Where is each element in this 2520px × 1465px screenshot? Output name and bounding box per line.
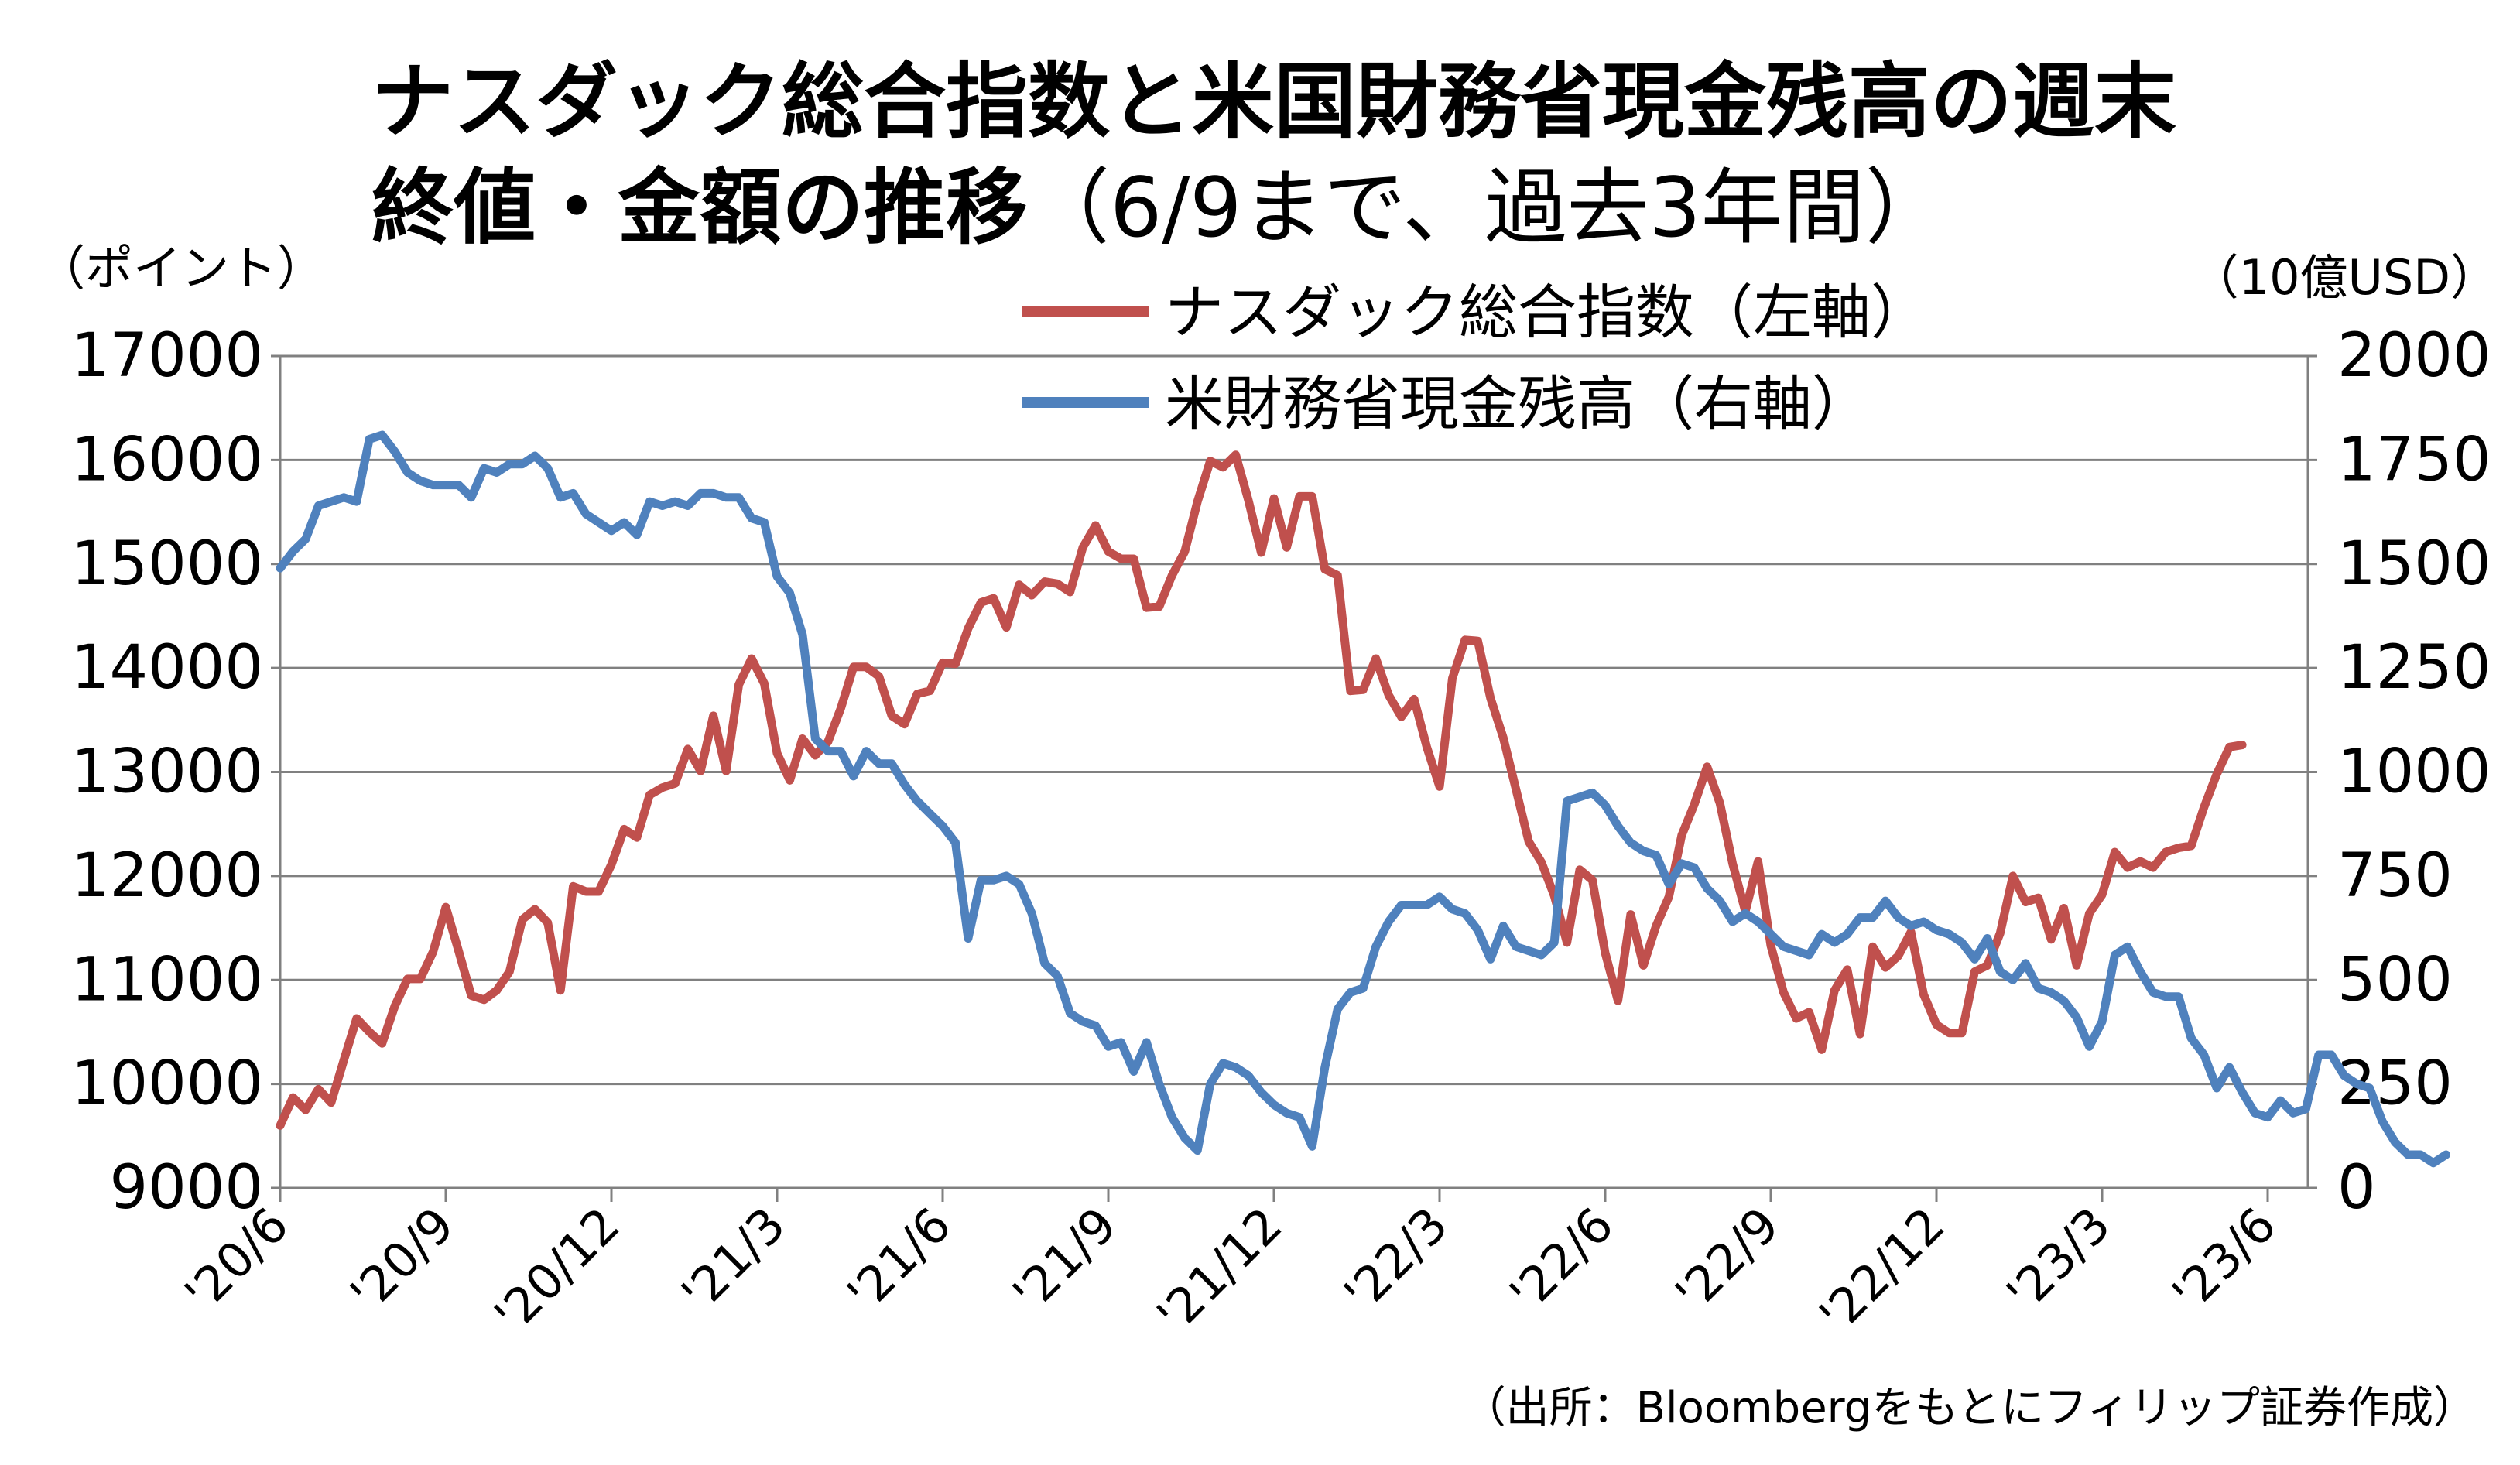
chart-title-line-1: ナスダック総合指数と米国財務省現金残高の週末 (371, 54, 2176, 149)
x-tick-label: '21/6 (836, 1196, 961, 1322)
x-axis: '20/6'20/9'20/12'21/3'21/6'21/9'21/12'22… (173, 1188, 2287, 1343)
y-left-tick-label: 11000 (71, 945, 263, 1015)
y-left-tick-label: 14000 (71, 633, 263, 703)
x-tick-label: '23/6 (2161, 1196, 2286, 1322)
y-right-tick-label: 1000 (2337, 738, 2491, 807)
y-left-tick-label: 9000 (109, 1153, 263, 1223)
y-left-tick-labels: 17000 16000 15000 14000 13000 12000 11000 10000… (71, 321, 280, 1223)
x-tick-label: '22/3 (1333, 1196, 1458, 1322)
legend-label-treasury: 米財務省現金残高（右軸） (1165, 369, 1871, 438)
y-right-tick-label: 500 (2337, 945, 2453, 1015)
gridlines (280, 458, 2308, 1086)
y-right-unit-label: （10億USD） (2191, 249, 2498, 306)
x-tick-label: '23/3 (1995, 1196, 2121, 1322)
chart-title-line-2: 終値・金額の推移（6/9まで、過去3年間） (371, 160, 1947, 255)
y-left-tick-label: 15000 (71, 529, 263, 599)
source-note: （出所：Bloombergをもとにフィリップ証券作成） (1463, 1383, 2477, 1433)
x-tick-label: '22/9 (1664, 1196, 1789, 1322)
series-line-treasury-cash (276, 430, 2450, 1168)
x-tick-label: '22/12 (1809, 1196, 1956, 1343)
legend: ナスダック総合指数（左軸） 米財務省現金残高（右軸） (1022, 278, 1929, 438)
x-tick-label: '21/12 (1146, 1196, 1293, 1343)
chart-title-line-2-main: 終値・金額の推移 (371, 160, 1028, 255)
legend-label-nasdaq: ナスダック総合指数（左軸） (1165, 278, 1929, 347)
chart-title-suffix: （6/9まで、過去3年間） (1028, 160, 1947, 255)
y-right-tick-label: 1500 (2337, 529, 2491, 599)
series-line-nasdaq (276, 450, 2247, 1130)
y-right-tick-label: 2000 (2337, 321, 2491, 391)
y-left-tick-label: 16000 (71, 425, 263, 495)
y-left-tick-label: 12000 (71, 841, 263, 911)
x-tick-label: '21/3 (670, 1196, 796, 1322)
y-left-tick-label: 17000 (71, 321, 263, 391)
y-right-tick-label: 0 (2337, 1153, 2376, 1223)
y-left-tick-label: 13000 (71, 738, 263, 807)
x-tick-label: '21/9 (1001, 1196, 1127, 1322)
series-lines (276, 430, 2450, 1168)
y-right-tick-label: 750 (2337, 841, 2453, 911)
x-tick-label: '22/6 (1498, 1196, 1624, 1322)
x-tick-label: '20/12 (484, 1196, 631, 1343)
x-tick-label: '20/9 (339, 1196, 464, 1322)
y-right-tick-label: 1250 (2337, 633, 2491, 703)
y-right-tick-label: 1750 (2337, 425, 2491, 495)
y-left-tick-label: 10000 (71, 1049, 263, 1119)
y-left-unit-label: （ポイント） (37, 240, 325, 296)
